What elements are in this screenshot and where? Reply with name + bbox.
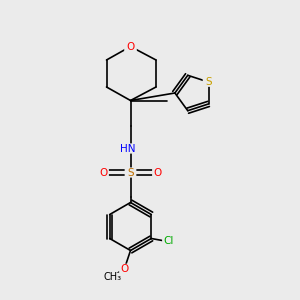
FancyBboxPatch shape — [152, 168, 163, 177]
Text: S: S — [205, 77, 212, 87]
FancyBboxPatch shape — [106, 273, 119, 282]
FancyBboxPatch shape — [125, 167, 136, 178]
FancyBboxPatch shape — [124, 41, 137, 52]
FancyBboxPatch shape — [162, 237, 175, 246]
Text: CH₃: CH₃ — [103, 272, 122, 283]
FancyBboxPatch shape — [98, 168, 109, 177]
Text: O: O — [120, 263, 129, 274]
FancyBboxPatch shape — [119, 264, 130, 273]
FancyBboxPatch shape — [121, 143, 140, 154]
Text: O: O — [126, 41, 135, 52]
Text: Cl: Cl — [163, 236, 174, 247]
Text: O: O — [153, 167, 162, 178]
Text: S: S — [127, 167, 134, 178]
Text: O: O — [99, 167, 108, 178]
FancyBboxPatch shape — [203, 77, 214, 87]
Text: HN: HN — [120, 143, 136, 154]
